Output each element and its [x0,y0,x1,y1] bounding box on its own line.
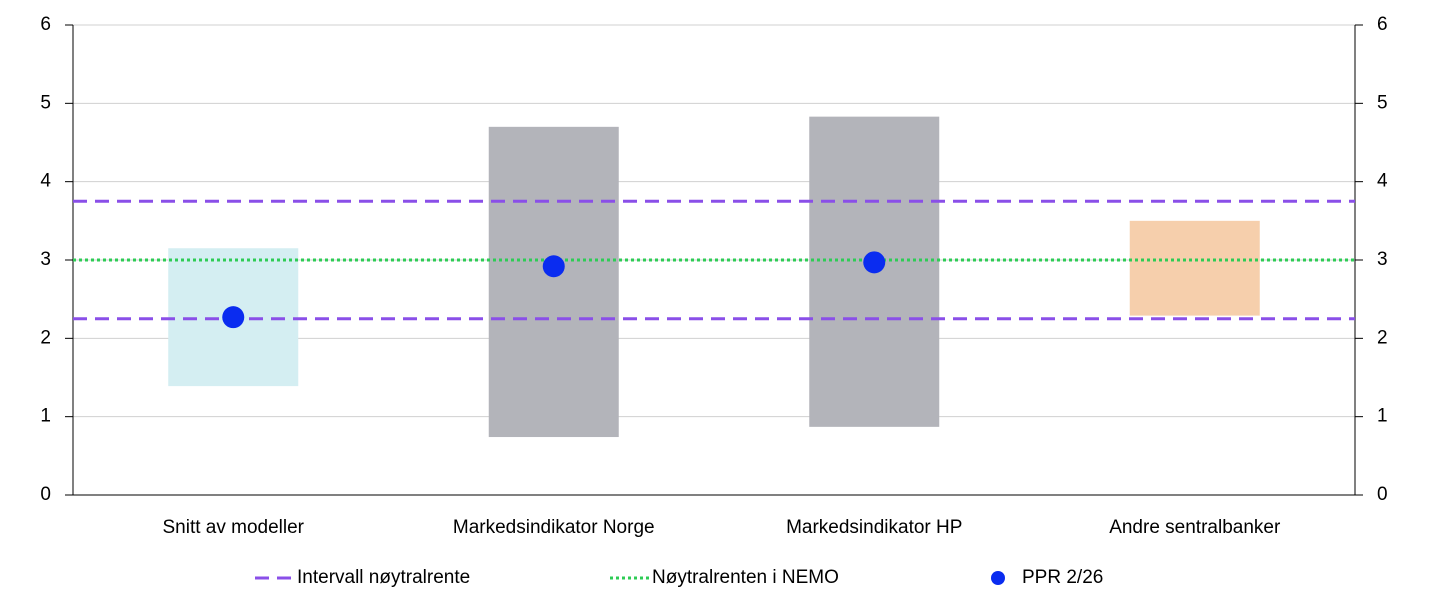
x-tick-label: Markedsindikator HP [786,517,962,538]
y2-tick-label: 2 [1377,327,1388,348]
y-tick-label: 6 [40,14,51,35]
point [222,306,245,329]
legend-swatch [991,571,1005,585]
y2-tick-label: 3 [1377,249,1388,270]
point [863,251,886,274]
y2-tick-label: 4 [1377,171,1388,192]
y-tick-label: 0 [40,484,51,505]
y-tick-label: 3 [40,249,51,270]
y-tick-label: 2 [40,327,51,348]
x-tick-label: Andre sentralbanker [1109,517,1281,538]
legend-label: Nøytralrenten i NEMO [652,567,839,588]
x-tick-label: Snitt av modeller [162,517,304,538]
y2-tick-label: 1 [1377,406,1388,427]
y-tick-label: 1 [40,406,51,427]
x-tick-label: Markedsindikator Norge [453,517,655,538]
y-tick-label: 5 [40,92,51,113]
range-bar [1129,220,1260,316]
legend-label: PPR 2/26 [1022,567,1103,588]
legend-label: Intervall nøytralrente [297,567,470,588]
point [542,255,565,278]
y2-tick-label: 5 [1377,92,1388,113]
y2-tick-label: 6 [1377,14,1388,35]
y2-tick-label: 0 [1377,484,1388,505]
y-tick-label: 4 [40,171,51,192]
range-bar [488,126,619,438]
